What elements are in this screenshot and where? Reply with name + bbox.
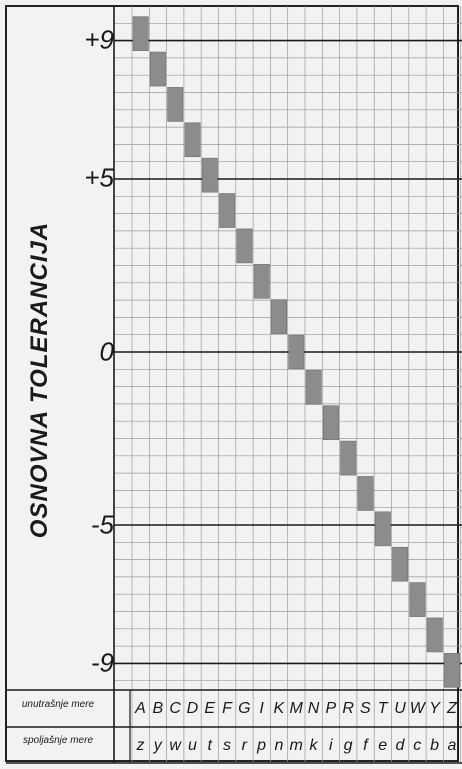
internal-fit-letter: C [169, 700, 181, 717]
internal-fit-letter: W [409, 700, 425, 717]
tolerance-block [167, 87, 184, 122]
external-fit-letter: i [329, 737, 333, 754]
internal-fit-letter: B [152, 700, 164, 717]
y-tick-label: +5 [84, 162, 114, 193]
external-fit-letter: c [413, 737, 422, 754]
y-tick-label: -9 [90, 647, 114, 678]
tolerance-block [409, 582, 426, 617]
tolerance-block [219, 193, 236, 228]
internal-fit-letter: S [360, 700, 371, 717]
y-tick-label: -5 [90, 509, 114, 540]
tolerance-block [392, 546, 409, 582]
internal-fit-letter: Z [447, 700, 457, 717]
external-fit-letter: r [241, 737, 247, 754]
external-fit-letter: p [257, 737, 267, 754]
external-fit-letter: y [153, 737, 162, 754]
internal-fit-letter: G [238, 700, 251, 717]
external-fit-letter: b [430, 737, 440, 754]
external-fit-letter: s [223, 737, 231, 754]
internal-fit-letter: U [394, 700, 406, 717]
tolerance-block [340, 440, 357, 476]
internal-fit-letter: F [222, 700, 232, 717]
tolerance-block [184, 122, 201, 158]
external-fit-letter: t [207, 737, 212, 754]
tolerance-block [253, 263, 270, 299]
tolerance-block [374, 511, 391, 547]
outer-frame [5, 5, 459, 762]
internal-fit-letter: K [273, 700, 285, 717]
external-fit-letter: z [136, 737, 145, 754]
external-fit-letter: u [187, 737, 197, 754]
external-fit-letter: d [395, 737, 405, 754]
external-fit-letter: n [274, 737, 284, 754]
internal-fit-letter: P [325, 700, 337, 717]
tolerance-block [201, 157, 218, 193]
tolerance-block [150, 51, 166, 87]
external-fit-letter: k [309, 737, 318, 754]
external-fit-letter: f [363, 737, 368, 754]
tolerance-block [305, 370, 322, 405]
internal-fit-letter: D [186, 700, 199, 717]
external-fit-letter: g [343, 737, 353, 754]
row-label-internal: unutrašnje mere [21, 699, 95, 710]
tolerance-block [444, 653, 460, 688]
internal-fit-letter: I [259, 700, 264, 717]
tolerance-block [288, 334, 305, 370]
tolerance-block [322, 405, 339, 441]
external-fit-letter: a [447, 737, 457, 754]
y-tick-label: +9 [84, 24, 114, 55]
external-fit-letter: m [289, 737, 303, 754]
external-fit-letter: w [169, 737, 181, 754]
internal-fit-letter: N [307, 700, 320, 717]
internal-fit-letter: A [135, 700, 146, 717]
tolerance-block [426, 617, 443, 653]
internal-fit-letter: R [342, 700, 354, 717]
tolerance-block [236, 228, 253, 264]
tolerance-block [271, 299, 287, 334]
internal-fit-letter: T [377, 700, 388, 717]
row-label-external: spoljašnje mere [22, 735, 94, 746]
internal-fit-letter: Y [429, 700, 440, 717]
tolerance-block [357, 476, 374, 511]
external-fit-letter: e [378, 737, 388, 754]
internal-fit-letter: M [289, 700, 303, 717]
tolerance-block [132, 16, 149, 51]
internal-fit-letter: E [204, 700, 216, 717]
y-axis-title: OSNOVNA TOLERANCIJA [26, 221, 53, 539]
y-tick-label: 0 [99, 336, 114, 367]
